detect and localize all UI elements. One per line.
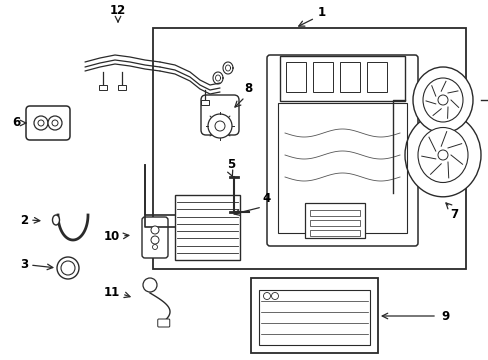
Circle shape [263, 292, 270, 300]
FancyBboxPatch shape [158, 319, 169, 327]
Circle shape [152, 244, 157, 249]
Bar [339, 62, 359, 92]
FancyBboxPatch shape [142, 217, 168, 258]
Circle shape [215, 121, 224, 131]
Bar [278, 103, 406, 233]
Bar [305, 203, 364, 238]
Bar [280, 56, 404, 101]
Bar [309, 210, 359, 216]
Circle shape [271, 292, 278, 300]
Bar [285, 62, 305, 92]
FancyBboxPatch shape [266, 55, 417, 246]
Text: 6: 6 [12, 117, 20, 130]
Text: 4: 4 [263, 193, 270, 206]
Circle shape [34, 116, 48, 130]
Text: 11: 11 [103, 285, 120, 298]
Bar [309, 230, 359, 236]
Text: 5: 5 [226, 158, 235, 171]
Text: 10: 10 [103, 230, 120, 243]
Bar [118, 85, 126, 90]
Circle shape [437, 150, 447, 160]
Bar [259, 290, 369, 345]
FancyBboxPatch shape [201, 95, 239, 135]
Ellipse shape [52, 215, 60, 225]
Ellipse shape [412, 67, 472, 133]
Circle shape [48, 116, 62, 130]
Bar [309, 220, 359, 226]
Text: 7: 7 [449, 208, 457, 221]
Ellipse shape [61, 261, 75, 275]
Circle shape [151, 226, 159, 234]
Text: 12: 12 [110, 4, 126, 17]
Bar [312, 62, 332, 92]
Bar [175, 195, 240, 260]
Circle shape [151, 236, 159, 244]
Ellipse shape [422, 78, 462, 122]
Ellipse shape [57, 257, 79, 279]
Ellipse shape [417, 127, 467, 183]
Bar [250, 278, 377, 353]
Text: 9: 9 [440, 310, 448, 323]
Circle shape [38, 120, 44, 126]
Bar [366, 62, 386, 92]
Bar [201, 100, 208, 105]
Circle shape [437, 95, 447, 105]
Circle shape [52, 120, 58, 126]
FancyBboxPatch shape [26, 106, 70, 140]
Bar [153, 28, 465, 269]
Text: 1: 1 [317, 5, 325, 18]
Circle shape [207, 114, 231, 138]
Bar [99, 85, 107, 90]
Ellipse shape [404, 113, 480, 197]
Text: 2: 2 [20, 213, 28, 226]
Text: 3: 3 [20, 258, 28, 271]
Text: 8: 8 [244, 82, 252, 95]
Circle shape [142, 278, 157, 292]
